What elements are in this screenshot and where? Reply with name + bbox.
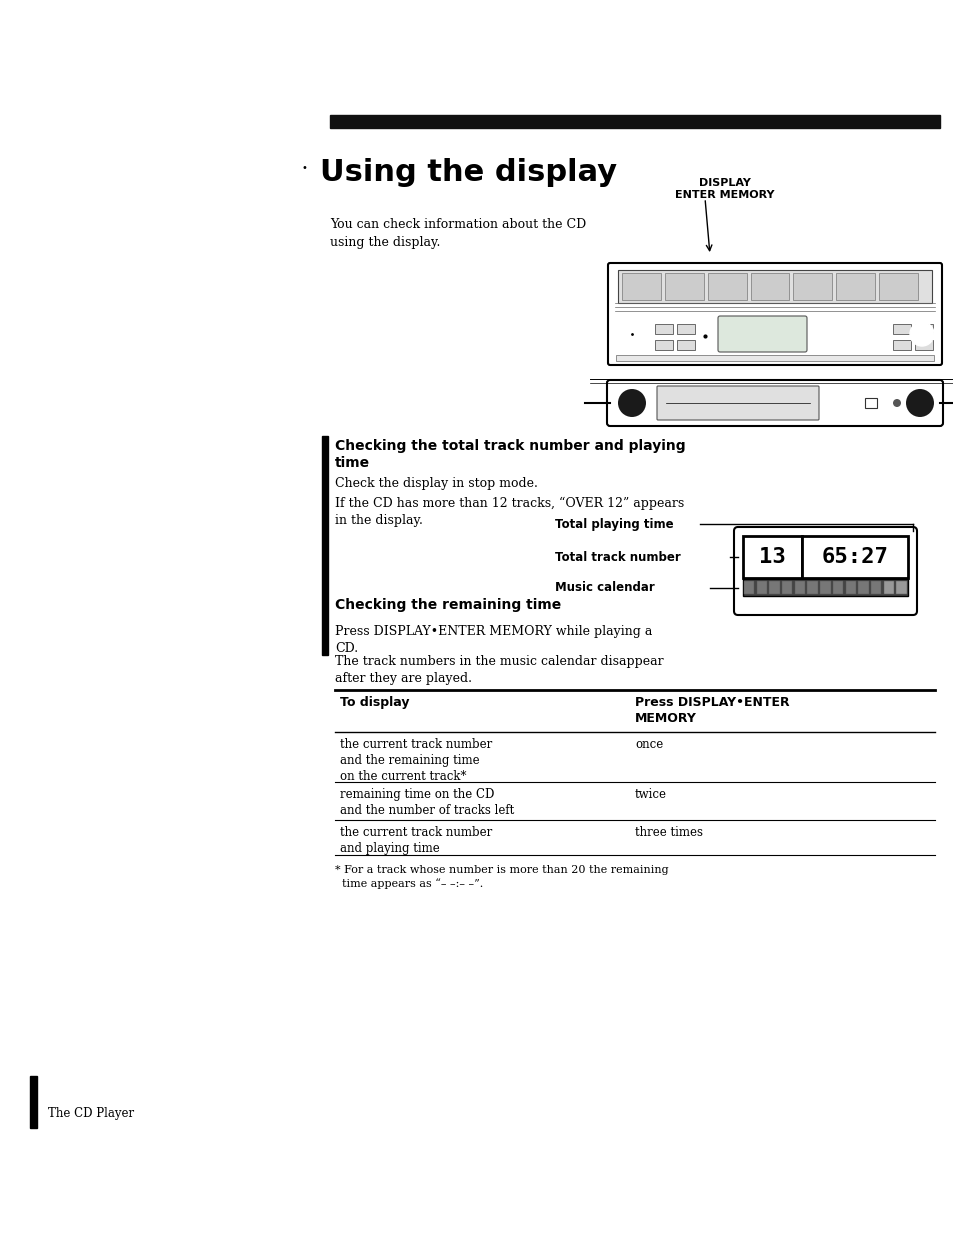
Bar [794, 581, 804, 594]
Text: twice: twice [635, 788, 666, 801]
Bar [870, 581, 881, 594]
Circle shape [831, 335, 845, 349]
Bar [858, 581, 868, 594]
Bar [742, 580, 907, 596]
Text: Check the display in stop mode.: Check the display in stop mode. [335, 477, 537, 490]
Text: 13: 13 [759, 547, 785, 567]
Circle shape [618, 321, 644, 346]
Bar [892, 340, 910, 350]
Text: DISPLAY
ENTER MEMORY: DISPLAY ENTER MEMORY [675, 178, 774, 201]
Circle shape [831, 318, 845, 333]
Text: three times: three times [635, 826, 702, 838]
Text: 65:27: 65:27 [821, 547, 887, 567]
FancyBboxPatch shape [718, 316, 806, 351]
Bar [742, 536, 801, 578]
Bar [743, 581, 754, 594]
Bar [768, 581, 779, 594]
Bar [914, 324, 932, 334]
Text: the current track number
and the remaining time
on the current track*: the current track number and the remaini… [339, 739, 492, 783]
Bar [707, 272, 746, 300]
Bar [864, 398, 876, 408]
Circle shape [618, 388, 645, 417]
Bar [806, 581, 817, 594]
Bar [882, 581, 893, 594]
Bar [616, 355, 933, 361]
Bar [655, 324, 672, 334]
Text: Checking the total track number and playing
time: Checking the total track number and play… [335, 439, 685, 470]
Text: Total playing time: Total playing time [555, 518, 673, 530]
Text: * For a track whose number is more than 20 the remaining
  time appears as “– –:: * For a track whose number is more than … [335, 866, 668, 889]
Circle shape [909, 322, 933, 346]
Text: To display: To display [339, 695, 409, 709]
Text: You can check information about the CD
using the display.: You can check information about the CD u… [330, 218, 586, 249]
Bar [781, 581, 792, 594]
FancyBboxPatch shape [606, 380, 942, 425]
Bar [820, 581, 830, 594]
Bar [801, 536, 907, 578]
Bar [330, 115, 939, 128]
FancyBboxPatch shape [607, 263, 941, 365]
Bar [618, 270, 931, 303]
Bar [793, 272, 831, 300]
Circle shape [905, 388, 933, 417]
Text: Using the display: Using the display [319, 158, 617, 187]
Bar [677, 324, 695, 334]
FancyBboxPatch shape [657, 386, 818, 420]
Circle shape [809, 318, 823, 333]
Bar [30, 1076, 37, 1128]
Bar [655, 340, 672, 350]
Bar [892, 324, 910, 334]
Bar [844, 581, 855, 594]
Bar [677, 340, 695, 350]
Text: Press DISPLAY•ENTER MEMORY while playing a
CD.: Press DISPLAY•ENTER MEMORY while playing… [335, 625, 652, 655]
Bar [750, 272, 788, 300]
Bar [836, 272, 874, 300]
Text: The CD Player: The CD Player [48, 1107, 134, 1120]
Text: The CD Player: The CD Player [330, 117, 418, 128]
Text: Press DISPLAY•ENTER
MEMORY: Press DISPLAY•ENTER MEMORY [635, 695, 789, 725]
Text: The track numbers in the music calendar disappear
after they are played.: The track numbers in the music calendar … [335, 655, 663, 686]
Circle shape [853, 335, 867, 349]
Bar [664, 272, 703, 300]
Circle shape [892, 399, 900, 407]
Bar [832, 581, 842, 594]
Text: remaining time on the CD
and the number of tracks left: remaining time on the CD and the number … [339, 788, 514, 817]
Text: once: once [635, 739, 662, 751]
Text: Total track number: Total track number [555, 550, 680, 563]
Bar [322, 436, 327, 655]
Circle shape [853, 318, 867, 333]
Text: If the CD has more than 12 tracks, “OVER 12” appears
in the display.: If the CD has more than 12 tracks, “OVER… [335, 497, 683, 528]
Bar [879, 272, 917, 300]
Circle shape [809, 335, 823, 349]
Text: •: • [302, 163, 308, 173]
FancyBboxPatch shape [733, 526, 916, 615]
Bar [756, 581, 766, 594]
Text: the current track number
and playing time: the current track number and playing tim… [339, 826, 492, 854]
Text: Checking the remaining time: Checking the remaining time [335, 598, 560, 612]
Text: Music calendar: Music calendar [555, 581, 654, 594]
Bar [621, 272, 660, 300]
Bar [914, 340, 932, 350]
Bar [896, 581, 905, 594]
